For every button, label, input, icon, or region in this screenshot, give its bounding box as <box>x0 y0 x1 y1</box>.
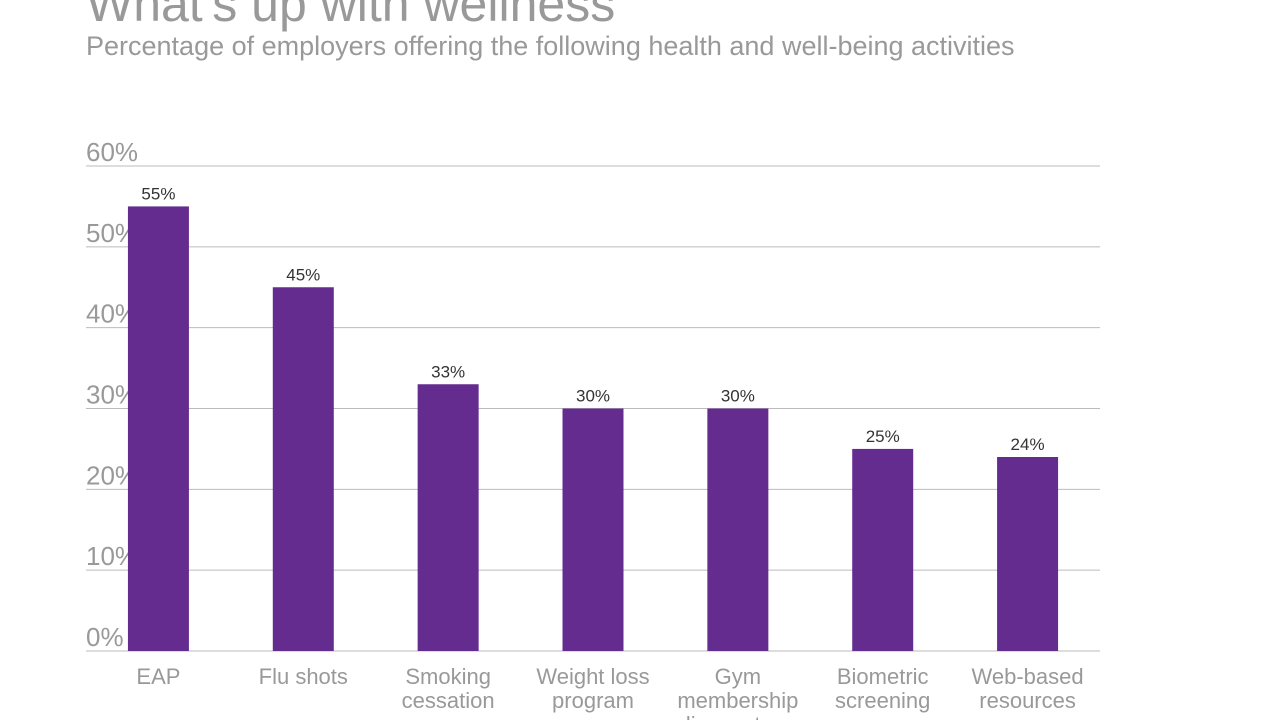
bar <box>417 384 479 651</box>
category-label-line: membership <box>677 688 798 713</box>
category-label-line: Biometric <box>837 664 929 689</box>
category-label: EAP <box>136 664 180 689</box>
data-label: 24% <box>1011 435 1045 454</box>
y-tick-label: 0% <box>86 622 124 652</box>
category-label-line: Web-based <box>972 664 1084 689</box>
y-tick-label: 60% <box>86 137 138 167</box>
category-label-line: cessation <box>402 688 495 713</box>
data-label: 33% <box>431 362 465 381</box>
category-label-line: Gym <box>715 664 761 689</box>
category-label: Smokingcessationprogram <box>402 664 495 720</box>
data-label: 30% <box>721 387 755 406</box>
category-label-line: program <box>552 688 634 713</box>
category-label-line: screening <box>835 688 930 713</box>
data-label: 25% <box>866 427 900 446</box>
data-label: 55% <box>141 184 175 203</box>
bar <box>997 457 1059 651</box>
category-label-line: Flu shots <box>259 664 348 689</box>
category-label-line: resources <box>979 688 1076 713</box>
bar <box>562 408 624 651</box>
category-label: Biometric screening <box>835 664 930 713</box>
category-label-line: discounts or <box>679 712 798 720</box>
data-label: 30% <box>576 387 610 406</box>
category-label: Flu shots <box>259 664 348 689</box>
slide-subtitle: Percentage of employers offering the fol… <box>86 31 1015 61</box>
slide-title: What's up with wellness <box>86 0 616 32</box>
data-labels: 55% 45% 33% 30% 30% 25% 24% <box>141 184 1044 454</box>
category-label: Gymmembershipdiscounts or <box>677 664 798 720</box>
category-label: Web-based resources <box>972 664 1084 713</box>
bar <box>707 408 769 651</box>
category-label: Weight loss program <box>536 664 649 713</box>
bars <box>127 206 1059 651</box>
bar <box>852 448 914 651</box>
category-label-line: program <box>407 712 489 720</box>
category-label-line: Smoking <box>405 664 491 689</box>
data-label: 45% <box>286 265 320 284</box>
category-label-line: EAP <box>136 664 180 689</box>
bar <box>127 206 189 651</box>
bar <box>272 287 334 651</box>
category-label-line: Weight loss <box>536 664 649 689</box>
